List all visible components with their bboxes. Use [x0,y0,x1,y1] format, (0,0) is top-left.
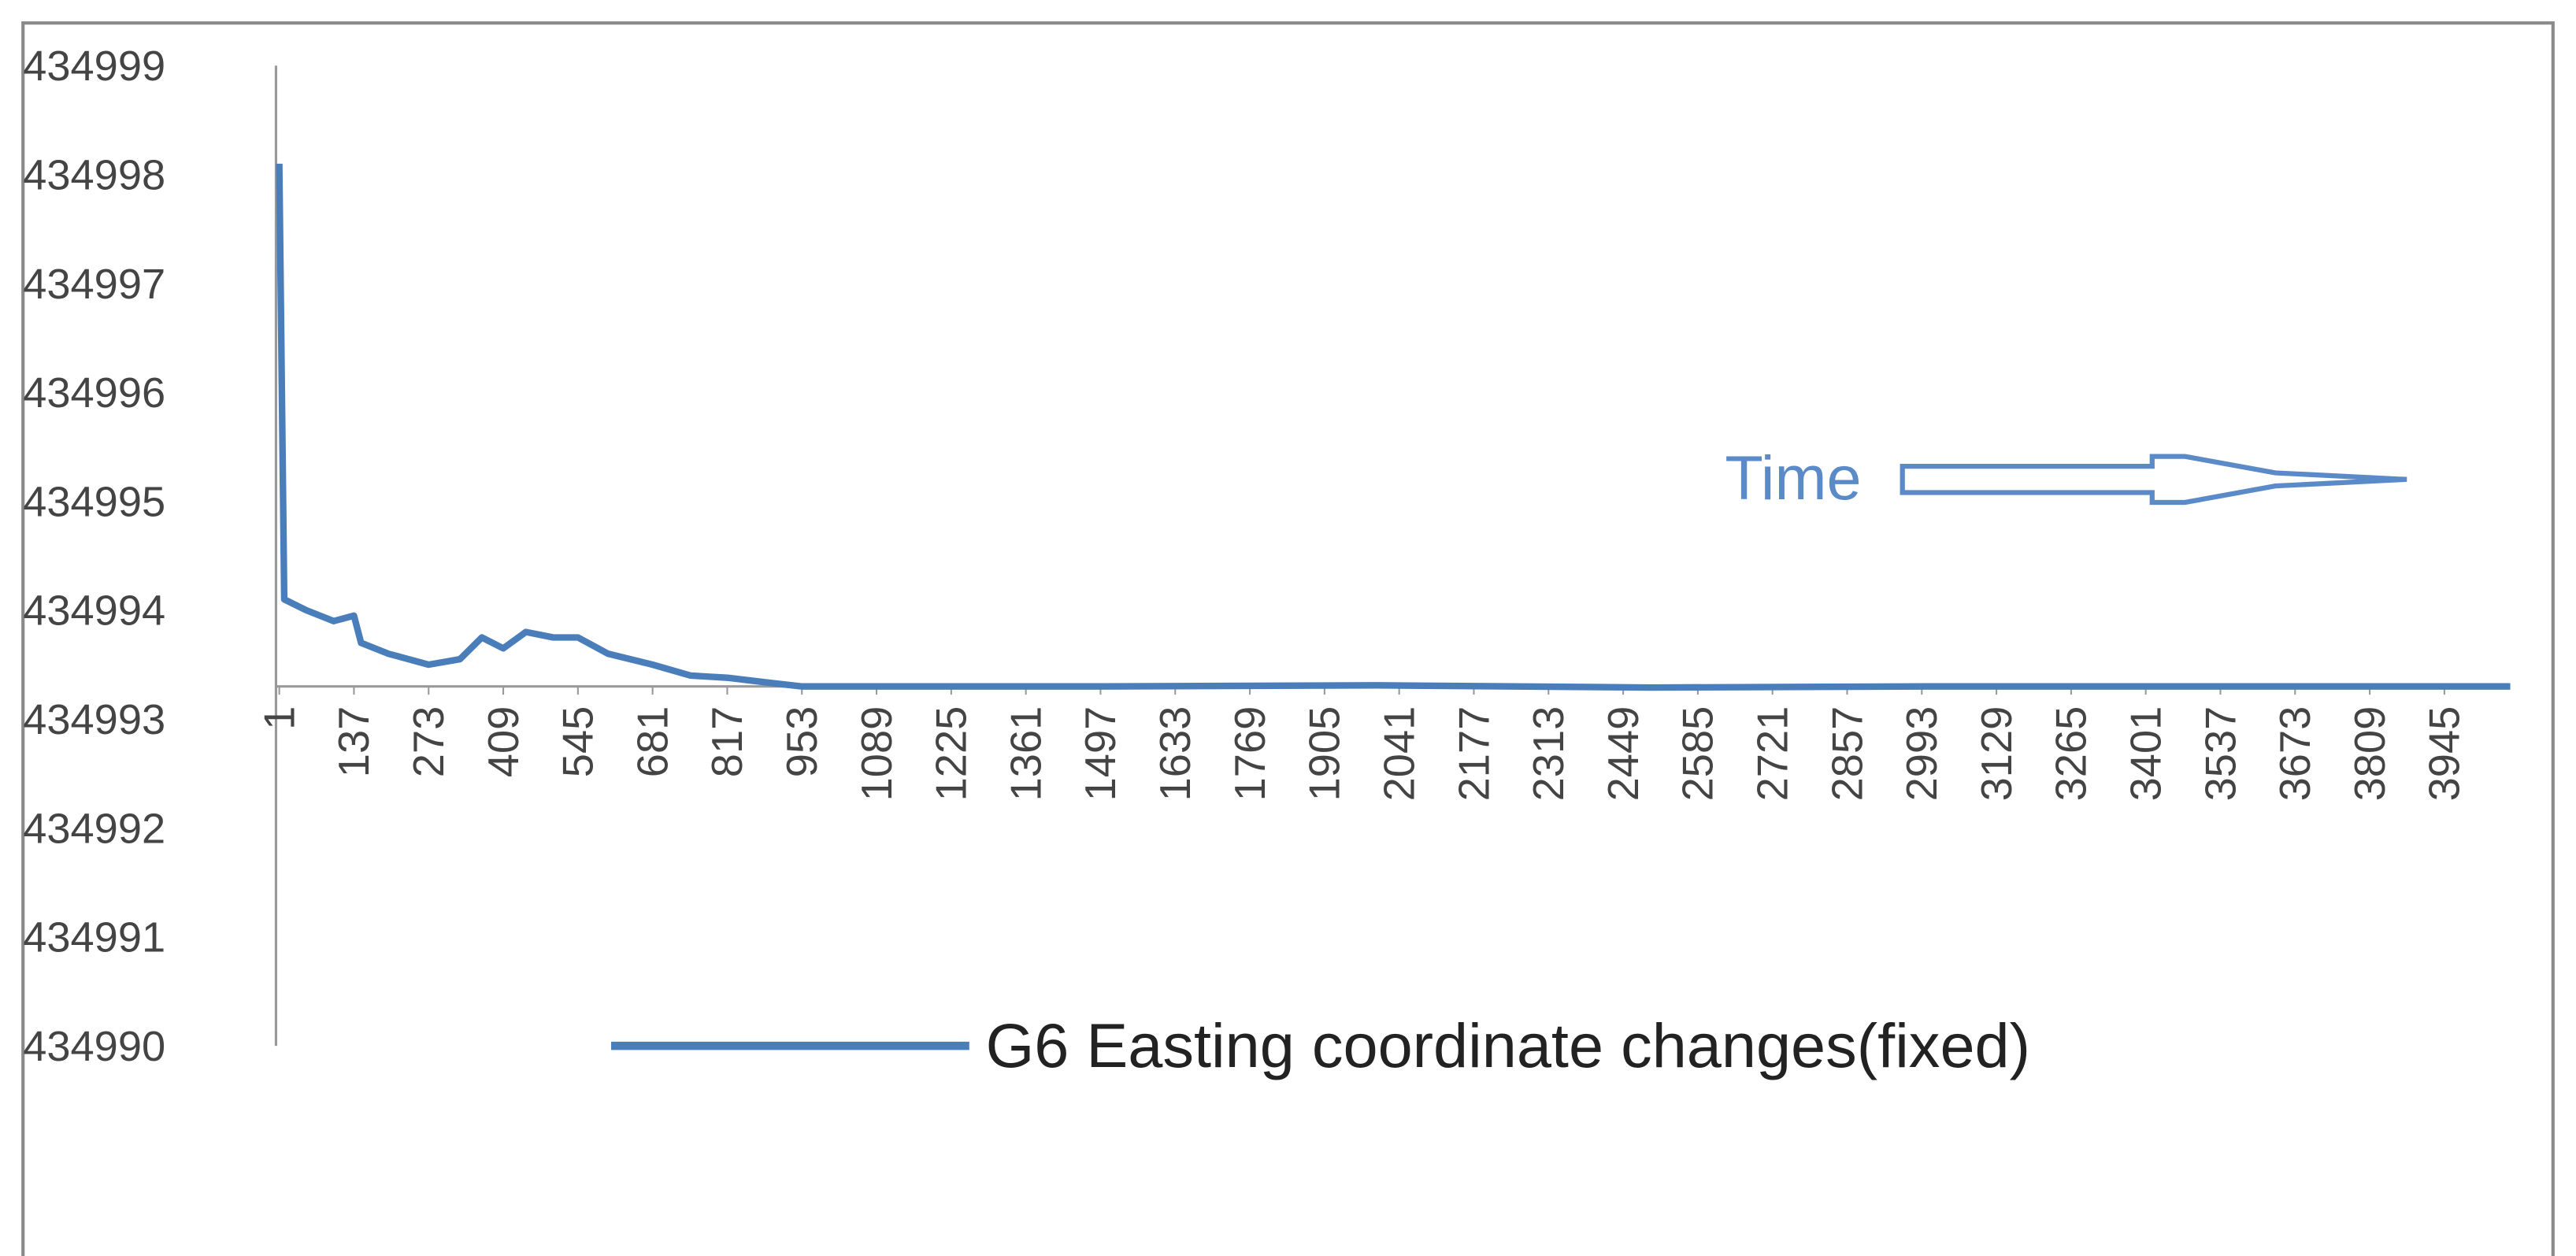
annotation: Time [1725,443,1861,513]
x-tick-label: 3401 [2122,706,2170,802]
x-tick-label: 3945 [2422,706,2469,802]
legend-label: G6 Easting coordinate changes(fixed) [986,1010,2030,1080]
x-tick-label: 3673 [2272,706,2319,802]
x-tick-label: 2177 [1451,706,1498,802]
x-tick-label: 2857 [1824,706,1871,802]
y-tick-label: 434998 [23,151,165,198]
x-tick-label: 3537 [2197,706,2244,802]
x-tick-label: 2041 [1376,706,1423,802]
y-tick-label: 434997 [23,261,165,308]
time-arrow [1900,454,2407,506]
data-line [276,163,2511,691]
x-tick-label: 1089 [854,706,901,802]
x-tick-label: 1633 [1152,706,1199,802]
x-tick-label: 1 [256,706,303,730]
y-tick-label: 434990 [23,1023,165,1070]
x-tick-label: 953 [779,706,826,777]
x-tick-label: 1361 [1003,706,1050,802]
x-tick-label: 2449 [1600,706,1648,802]
x-tick-label: 545 [555,706,602,777]
x-tick-label: 1905 [1302,706,1349,802]
x-tick-label: 2313 [1525,706,1573,802]
x-tick-label: 1769 [1227,706,1274,802]
x-tick-label: 681 [629,706,676,777]
x-tick-label: 2721 [1749,706,1796,802]
x-tick-label: 409 [480,706,528,777]
y-tick-label: 434995 [23,478,165,525]
x-tick-label: 2993 [1899,706,1946,802]
x-tick-label: 3129 [1974,706,2021,802]
y-tick-label: 434999 [23,43,165,90]
y-tick-label: 434994 [23,587,165,635]
y-tick-label: 434992 [23,805,165,852]
y-tick-label: 434991 [23,914,165,961]
chart-frame [21,21,2555,1256]
x-tick-label: 2585 [1675,706,1722,802]
x-tick-label: 273 [406,706,453,777]
x-tick-label: 3265 [2048,706,2096,802]
y-tick-label: 434996 [23,369,165,417]
y-tick-label: 434993 [23,696,165,743]
x-tick-label: 1225 [928,706,976,802]
x-tick-label: 1497 [1077,706,1125,802]
x-tick-label: 137 [331,706,378,777]
x-tick-label: 3809 [2347,706,2394,802]
x-tick-label: 817 [704,706,751,777]
